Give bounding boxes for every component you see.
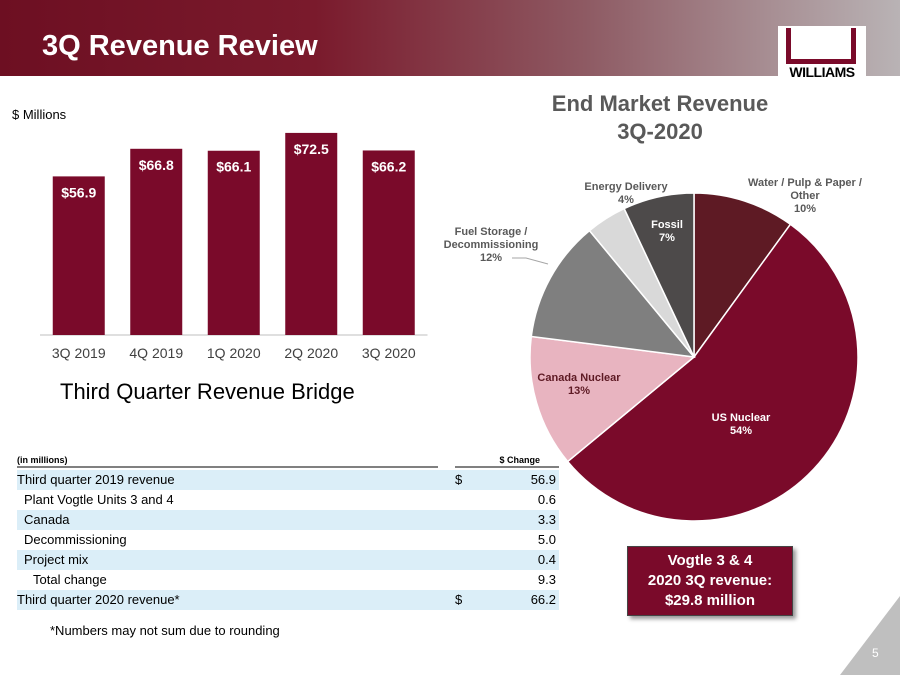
row-value: 3.3 <box>537 512 556 527</box>
callout-line: 2020 3Q revenue: <box>647 572 773 589</box>
logo-mark <box>786 28 856 64</box>
row-value: 56.9 <box>530 472 556 487</box>
pie-label-name: Fossil <box>651 219 683 231</box>
pie-label-name: Water / Pulp & Paper / Other <box>748 177 862 202</box>
table-header: $ Change <box>499 455 540 465</box>
row-value: 5.0 <box>537 532 556 547</box>
pie-label: Canada Nuclear 13% <box>529 372 629 398</box>
row-value: 0.4 <box>537 552 556 567</box>
pie-label-value: 10% <box>793 203 817 215</box>
bridge-title: Third Quarter Revenue Bridge <box>60 379 355 404</box>
pie-title: End Market Revenue 3Q-2020 <box>440 90 880 146</box>
currency: $ <box>455 472 463 487</box>
corner-triangle <box>840 596 900 675</box>
page-number: 5 <box>872 646 879 660</box>
pie-slice <box>530 229 696 358</box>
pie-label-value: 54% <box>729 425 753 437</box>
table-header: (in millions) <box>17 455 68 465</box>
table-row: Third quarter 2019 revenue $56.9 <box>17 470 559 490</box>
row-value: 66.2 <box>530 592 556 607</box>
row-label: Third quarter 2020 revenue* <box>17 592 180 607</box>
pie-label-value: 13% <box>567 385 591 397</box>
pie-label-name: Fuel Storage / Decommissioning <box>443 226 539 251</box>
row-label: Decommissioning <box>24 532 127 547</box>
pie-label: Fossil 7% <box>637 219 697 245</box>
bar <box>362 150 415 335</box>
bar <box>285 132 338 335</box>
pie-slice <box>623 192 695 358</box>
pie-label-name: US Nuclear <box>711 412 771 424</box>
callout: Vogtle 3 & 4 2020 3Q revenue: $29.8 millio… <box>627 546 793 616</box>
pie-label: Fuel Storage / Decommissioning 12% <box>436 226 546 265</box>
bar <box>52 176 105 335</box>
table-row: Third quarter 2020 revenue* $66.2 <box>17 590 559 610</box>
callout-line: $29.8 million <box>664 592 756 609</box>
pie-label-name: Canada Nuclear <box>537 372 621 384</box>
row-label: Project mix <box>24 552 89 567</box>
pie-subtitle: 3Q-2020 <box>617 119 703 144</box>
table-row: Plant Vogtle Units 3 and 4 0.6 <box>17 490 559 510</box>
callout-line: Vogtle 3 & 4 <box>667 552 753 569</box>
pie-label-value: 12% <box>479 252 503 264</box>
pie-slice <box>693 192 792 360</box>
bar <box>130 148 183 335</box>
pie-label: US Nuclear 54% <box>691 412 791 438</box>
data-label: $56.9 <box>61 184 96 200</box>
bar <box>207 150 260 335</box>
header-band <box>0 0 900 76</box>
row-value: 0.6 <box>537 492 556 507</box>
data-label: $72.5 <box>294 141 329 157</box>
pie-label: Water / Pulp & Paper / Other 10% <box>743 177 868 216</box>
row-label: Plant Vogtle Units 3 and 4 <box>24 492 174 507</box>
row-label: Canada <box>24 512 70 527</box>
pie-slice <box>566 223 859 522</box>
x-tick-label: 1Q 2020 <box>207 345 261 361</box>
x-tick-label: 2Q 2020 <box>284 345 338 361</box>
pie-label-name: Energy Delivery <box>584 181 668 193</box>
row-label: Total change <box>33 572 107 587</box>
leader-line <box>512 257 549 265</box>
pie-label-value: 7% <box>659 232 675 244</box>
x-tick-label: 3Q 2020 <box>362 345 416 361</box>
pie-label: Energy Delivery 4% <box>576 181 676 207</box>
currency: $ <box>455 592 463 607</box>
y-axis-label: $ Millions <box>12 107 67 122</box>
row-value: 9.3 <box>537 572 556 587</box>
row-label: Third quarter 2019 revenue <box>17 472 175 487</box>
logo: WILLIAMS <box>778 26 866 84</box>
pie-label-value: 4% <box>618 194 634 206</box>
logo-text: WILLIAMS <box>789 64 855 80</box>
x-tick-label: 4Q 2019 <box>129 345 183 361</box>
data-label: $66.1 <box>216 159 251 175</box>
data-label: $66.8 <box>139 157 174 173</box>
table-row: Total change 9.3 <box>17 570 559 590</box>
table-row: Decommissioning 5.0 <box>17 530 559 550</box>
pie-title-line: End Market Revenue <box>551 91 769 116</box>
table-row: Project mix 0.4 <box>17 550 559 570</box>
pie-slice <box>529 335 696 463</box>
data-label: $66.2 <box>371 158 406 174</box>
footnote: *Numbers may not sum due to rounding <box>50 623 280 638</box>
x-tick-label: 3Q 2019 <box>52 345 106 361</box>
slide-title: 3Q Revenue Review <box>42 30 318 62</box>
table-row: Canada 3.3 <box>17 510 559 530</box>
